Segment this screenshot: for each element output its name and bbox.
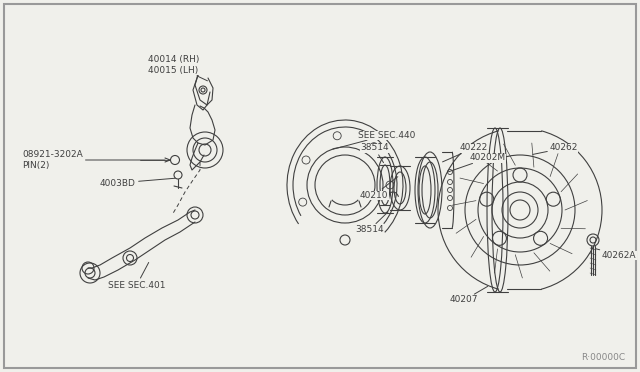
Text: 40210: 40210 bbox=[360, 177, 398, 199]
Text: 40202M: 40202M bbox=[447, 154, 506, 172]
Text: 40222: 40222 bbox=[442, 144, 488, 162]
Text: 4003BD: 4003BD bbox=[100, 178, 175, 187]
Text: 38514: 38514 bbox=[355, 212, 388, 234]
Text: 40262: 40262 bbox=[532, 144, 579, 154]
Text: SEE SEC.401: SEE SEC.401 bbox=[108, 263, 166, 289]
Text: 40207: 40207 bbox=[450, 286, 488, 305]
Text: 38514: 38514 bbox=[360, 144, 388, 163]
Text: SEE SEC.440: SEE SEC.440 bbox=[333, 131, 415, 149]
Text: R·00000C: R·00000C bbox=[581, 353, 625, 362]
Text: 08921-3202A
PIN(2): 08921-3202A PIN(2) bbox=[22, 150, 165, 170]
Text: 40262A: 40262A bbox=[596, 249, 637, 260]
Text: 40014 (RH)
40015 (LH): 40014 (RH) 40015 (LH) bbox=[148, 55, 207, 81]
